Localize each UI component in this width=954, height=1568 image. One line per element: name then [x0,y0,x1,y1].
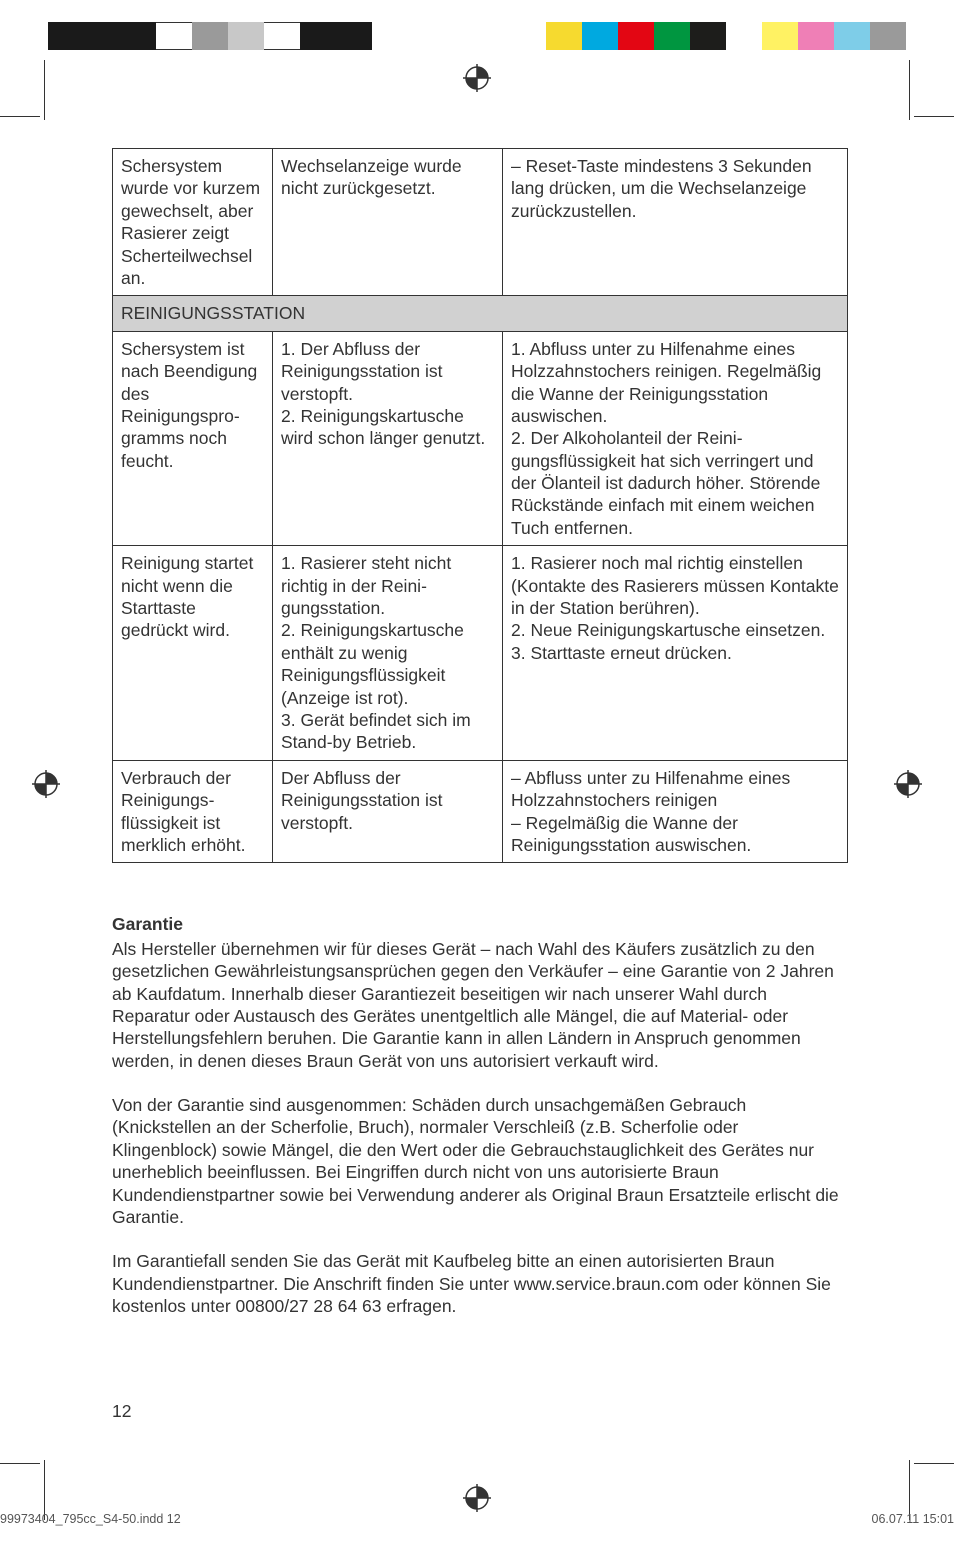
registration-mark-icon [463,64,491,92]
cause-cell: Wechselanzeige wurde nicht zurückgesetzt… [273,149,503,296]
section-header-cell: REINIGUNGSSTATION [113,296,848,331]
print-colorbar-left [48,22,372,50]
table-row: Schersystem ist nach Beendi­gung des Rei… [113,331,848,546]
warranty-paragraph: Von der Garantie sind ausgenommen: Schäd… [112,1094,848,1228]
table-row: Schersystem wurde vor kurzem ge­wechselt… [113,149,848,296]
solution-cell: – Reset-Taste mindestens 3 Sekunden lang… [503,149,848,296]
warranty-section: Garantie Als Hersteller übernehmen wir f… [112,913,848,1317]
solution-cell: – Abfluss unter zu Hilfenahme eines Holz… [503,760,848,863]
warranty-paragraph: Im Garantiefall senden Sie das Gerät mit… [112,1250,848,1317]
footer-timestamp: 06.07.11 15:01 [872,1512,954,1526]
cause-cell: 1. Der Abfluss der Reinigungsstation ist… [273,331,503,546]
problem-cell: Reinigung startet nicht wenn die Startta… [113,546,273,761]
crop-mark [909,60,910,120]
troubleshooting-table: Schersystem wurde vor kurzem ge­wechselt… [112,148,848,863]
registration-mark-icon [32,770,60,798]
crop-mark [909,1460,910,1520]
crop-mark [44,60,45,120]
solution-cell: 1. Abfluss unter zu Hilfenahme eines Hol… [503,331,848,546]
problem-cell: Verbrauch der Reinigungs­flüssigkeit ist… [113,760,273,863]
print-colorbar-right [546,22,906,50]
table-row: Reinigung startet nicht wenn die Startta… [113,546,848,761]
problem-cell: Schersystem wurde vor kurzem ge­wechselt… [113,149,273,296]
registration-mark-icon [463,1484,491,1512]
page-number: 12 [112,1401,131,1422]
table-row: Verbrauch der Reinigungs­flüssigkeit ist… [113,760,848,863]
registration-mark-icon [894,770,922,798]
problem-cell: Schersystem ist nach Beendi­gung des Rei… [113,331,273,546]
crop-mark [914,116,954,117]
table-section-header: REINIGUNGSSTATION [113,296,848,331]
crop-mark [0,116,40,117]
crop-mark [0,1463,40,1464]
warranty-heading: Garantie [112,913,848,935]
crop-mark [44,1460,45,1520]
footer-filename: 99973404_795cc_S4-50.indd 12 [0,1512,181,1526]
warranty-paragraph: Als Hersteller übernehmen wir für dieses… [112,938,848,1072]
solution-cell: 1. Rasierer noch mal richtig ein­stellen… [503,546,848,761]
page-content: Schersystem wurde vor kurzem ge­wechselt… [112,148,848,1340]
cause-cell: 1. Rasierer steht nicht richtig in der R… [273,546,503,761]
cause-cell: Der Abfluss der Reinigungsstation ist ve… [273,760,503,863]
crop-mark [914,1463,954,1464]
